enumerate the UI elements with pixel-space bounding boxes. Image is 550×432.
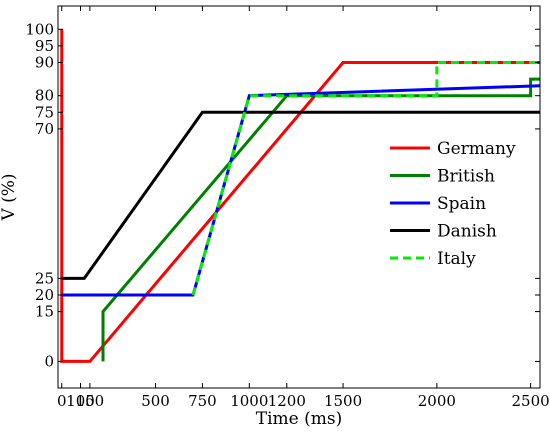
legend-label-italy: Italy [437,249,476,269]
legend-label-danish: Danish [437,222,497,242]
x-tick-label: 1000 [230,392,268,410]
x-tick-label: 750 [188,392,217,410]
y-tick-label: 70 [35,120,54,138]
y-tick-label: 80 [35,87,54,105]
y-tick-label: 0 [44,352,54,370]
legend-label-spain: Spain [437,194,486,214]
legend-label-british: British [437,167,495,187]
y-tick-label: 15 [35,303,54,321]
y-tick-label: 90 [35,53,54,71]
y-tick-label: 20 [35,286,54,304]
x-axis-title: Time (ms) [256,409,342,428]
x-tick-label: 100 [66,392,95,410]
x-tick-label: 2500 [512,392,550,410]
y-tick-label: 25 [35,269,54,287]
series-line-british [101,77,540,362]
x-tick-label: 0 [57,392,67,410]
y-tick-label: 95 [35,37,54,55]
series-layer [60,29,540,363]
series-line-italy [191,60,540,296]
series-line-danish [61,110,540,280]
x-tick-label: 1200 [268,392,306,410]
series-line-germany [60,29,540,363]
x-tick-label: 1500 [324,392,362,410]
y-tick-label: 75 [35,103,54,121]
y-tick-label: 100 [25,20,54,38]
plot-frame [57,5,541,389]
legend: Germany British Spain Danish Italy [390,139,516,269]
series-line-spain [61,84,540,297]
legend-label-germany: Germany [437,139,516,159]
x-tick-label: 2000 [418,392,456,410]
x-tick-label: 150 [76,392,105,410]
x-tick-label: 500 [141,392,170,410]
y-axis-title: V (%) [0,173,19,221]
